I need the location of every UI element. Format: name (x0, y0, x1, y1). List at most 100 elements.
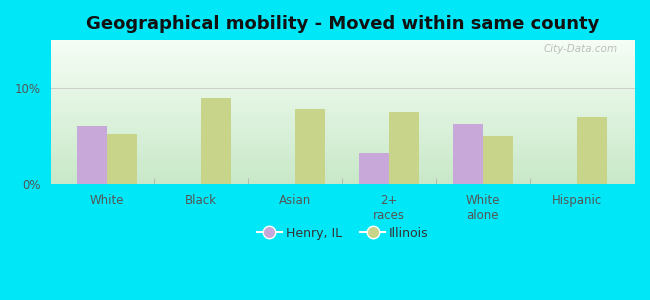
Bar (51, 63, 635, 64)
Bar (51, 47, 635, 48)
Bar (51, 124, 635, 125)
Bar (51, 80, 635, 81)
Bar (51, 52, 635, 53)
Bar (51, 155, 635, 156)
Bar (51, 43, 635, 44)
Bar (51, 146, 635, 147)
Bar (51, 70, 635, 71)
Bar (51, 152, 635, 153)
Bar (51, 66, 635, 67)
Bar (51, 84, 635, 85)
Bar (51, 58, 635, 59)
Bar (51, 170, 635, 171)
Bar (51, 164, 635, 165)
Bar (51, 81, 635, 82)
Bar (51, 54, 635, 55)
Bar (51, 158, 635, 159)
Bar (51, 89, 635, 90)
Bar (51, 162, 635, 163)
Bar (51, 136, 635, 137)
Bar (51, 92, 635, 93)
Bar (51, 161, 635, 162)
Bar (51, 94, 635, 95)
Bar (51, 119, 635, 120)
Bar (51, 179, 635, 180)
Bar (51, 53, 635, 54)
Bar (51, 142, 635, 143)
Bar (51, 150, 635, 151)
Bar (51, 102, 635, 103)
Bar (51, 85, 635, 86)
Bar (51, 57, 635, 58)
Bar (51, 148, 635, 149)
Bar (295, 109, 325, 184)
Bar (51, 48, 635, 49)
Bar (51, 127, 635, 128)
Bar (51, 134, 635, 135)
Bar (51, 139, 635, 140)
Bar (51, 108, 635, 109)
Bar (51, 86, 635, 87)
Bar (51, 59, 635, 60)
Bar (51, 99, 635, 100)
Bar (51, 141, 635, 142)
Bar (51, 67, 635, 68)
Bar (51, 182, 635, 183)
Bar (51, 168, 635, 169)
Bar (51, 90, 635, 91)
Bar (51, 175, 635, 176)
Bar (51, 128, 635, 129)
Text: City-Data.com: City-Data.com (543, 44, 618, 54)
Bar (51, 137, 635, 138)
Bar (51, 91, 635, 92)
Bar (51, 133, 635, 134)
Bar (51, 144, 635, 145)
Bar (51, 76, 635, 77)
Legend: Henry, IL, Illinois: Henry, IL, Illinois (252, 222, 434, 245)
Bar (51, 62, 635, 63)
Bar (51, 113, 635, 114)
Bar (51, 130, 635, 131)
Bar (51, 79, 635, 80)
Bar (201, 98, 231, 184)
Bar (51, 110, 635, 111)
Bar (51, 107, 635, 108)
Bar (107, 134, 137, 184)
Bar (51, 147, 635, 148)
Bar (51, 105, 635, 106)
Bar (51, 117, 635, 118)
Bar (51, 157, 635, 158)
Bar (51, 173, 635, 174)
Bar (51, 115, 635, 116)
Bar (51, 149, 635, 150)
Bar (51, 116, 635, 117)
Bar (51, 129, 635, 130)
Bar (51, 111, 635, 112)
Bar (51, 51, 635, 52)
Bar (51, 97, 635, 98)
Bar (483, 136, 513, 184)
Bar (51, 165, 635, 166)
Bar (577, 117, 607, 184)
Bar (51, 174, 635, 175)
Bar (51, 73, 635, 74)
Bar (51, 82, 635, 83)
Bar (51, 159, 635, 160)
Bar (51, 101, 635, 102)
Bar (51, 138, 635, 139)
Bar (51, 74, 635, 75)
Bar (51, 118, 635, 119)
Bar (51, 153, 635, 154)
Bar (51, 64, 635, 65)
Bar (51, 104, 635, 105)
Bar (51, 167, 635, 168)
Bar (51, 96, 635, 97)
Bar (51, 171, 635, 172)
Bar (51, 106, 635, 107)
Bar (51, 65, 635, 66)
Bar (51, 123, 635, 124)
Bar (51, 100, 635, 101)
Bar (51, 131, 635, 132)
Bar (51, 42, 635, 43)
Bar (51, 114, 635, 115)
